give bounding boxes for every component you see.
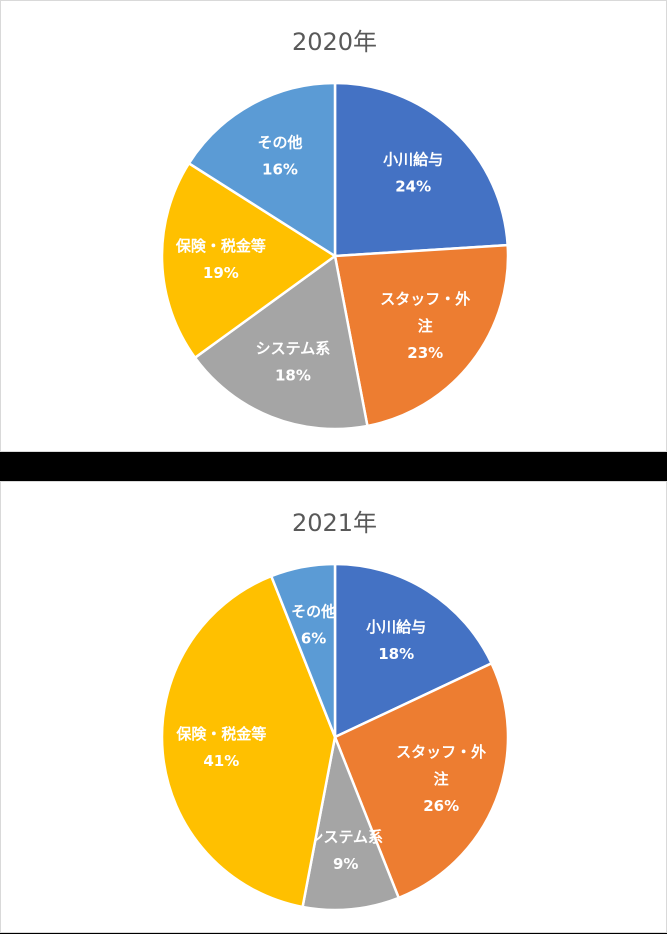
pie-chart-2020: 小川給与 24% スタッフ・外注 23% システム系 18% 保険・税金等 19% その他 16%	[160, 81, 510, 431]
slice-label-insurance-tax-name: 保険・税金等	[175, 237, 266, 255]
slice-label-other-percent: 16%	[262, 160, 298, 178]
slice-label-staff-outsourcing-name: スタッフ・外	[380, 290, 470, 308]
pie-chart-2021: 小川給与 18% スタッフ・外注 26% システム系 9% 保険・税金等 41% その他 6%	[160, 562, 510, 912]
slice-label-insurance-tax-name: 保険・税金等	[175, 725, 266, 743]
slice-label-insurance-tax-percent: 19%	[203, 264, 239, 282]
slice-label-ogawa-salary-percent: 18%	[378, 645, 414, 663]
pie-slice-staff-outsourcing	[333, 661, 510, 900]
slice-label-staff-outsourcing-name: 注	[434, 770, 449, 788]
slice-label-system-name: システム系	[308, 828, 383, 846]
pie-slice-other	[187, 81, 337, 259]
slice-label-ogawa-salary-name: 小川給与	[383, 150, 443, 168]
slice-label-system-percent: 9%	[333, 855, 358, 873]
pie-slice-insurance-tax	[160, 161, 338, 360]
pie-slice-staff-outsourcing	[333, 243, 510, 428]
slice-label-system-name: システム系	[256, 340, 331, 358]
slice-label-staff-outsourcing-name: 注	[418, 317, 433, 335]
slice-label-other-percent: 6%	[301, 629, 326, 647]
chart-panel-2021: 2021年 小川給与 18% スタッフ・外注 26% システム系 9% 保険・税金等 41% そ…	[0, 481, 667, 933]
slice-label-system-percent: 18%	[275, 367, 311, 385]
chart-title: 2020年	[291, 28, 378, 56]
slice-label-ogawa-salary-name: 小川給与	[366, 618, 426, 636]
slice-label-insurance-tax-percent: 41%	[203, 752, 239, 770]
slice-label-other-name: その他	[291, 602, 336, 620]
pie-slice-ogawa-salary	[333, 81, 509, 258]
chart-panel-2020: 2020年 小川給与 24% スタッフ・外注 23% システム系 18% 保険・税金等 19%…	[0, 0, 667, 452]
pie-slice-system	[301, 732, 401, 912]
pie-slice-other	[269, 562, 337, 738]
pie-slice-ogawa-salary	[333, 562, 494, 739]
slice-label-ogawa-salary-percent: 24%	[395, 177, 431, 195]
chart-title: 2021年	[291, 509, 378, 537]
slice-label-staff-outsourcing-percent: 23%	[407, 344, 443, 362]
pie-slice-insurance-tax	[160, 574, 337, 909]
slice-label-staff-outsourcing-name: スタッフ・外	[396, 743, 486, 761]
slice-label-staff-outsourcing-percent: 26%	[423, 797, 459, 815]
slice-label-other-name: その他	[257, 133, 302, 151]
pie-slice-system	[193, 253, 369, 431]
